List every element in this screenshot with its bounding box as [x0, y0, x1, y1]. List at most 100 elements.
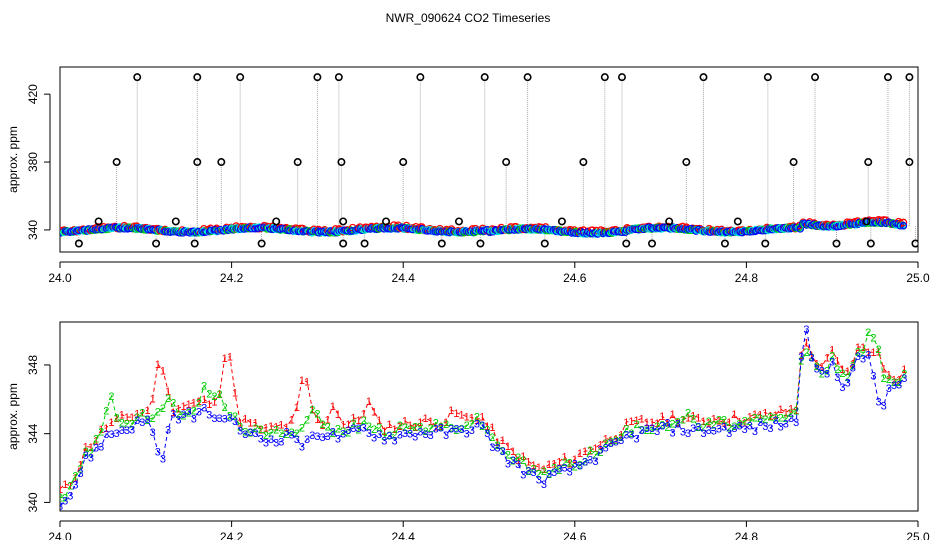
series-marker-2: 2 — [289, 427, 295, 439]
series-marker-2: 2 — [762, 414, 768, 426]
series-marker-1: 1 — [685, 413, 691, 425]
series-marker-2: 2 — [803, 347, 809, 359]
outlier-low-point — [152, 239, 161, 248]
series-marker-2: 2 — [505, 450, 511, 462]
series-marker-3: 3 — [484, 428, 490, 440]
outlier-small-point — [382, 217, 391, 226]
series-marker-1: 1 — [814, 359, 820, 371]
series-marker-1: 1 — [860, 342, 866, 354]
series-line-2 — [60, 330, 905, 498]
series-marker-3: 3 — [814, 364, 820, 376]
series-marker-1: 1 — [706, 418, 712, 430]
series-marker-2: 2 — [325, 421, 331, 433]
series-marker-1: 1 — [129, 412, 135, 424]
series-marker-2: 2 — [489, 432, 495, 444]
series-marker-3: 3 — [350, 423, 356, 435]
series-marker-3: 3 — [242, 429, 248, 441]
series-marker-2: 2 — [160, 403, 166, 415]
series-marker-2: 2 — [98, 426, 104, 438]
series-marker-3: 3 — [664, 417, 670, 429]
series-marker-3: 3 — [520, 470, 526, 482]
outlier-high-point — [313, 73, 322, 82]
series-marker-1: 1 — [242, 413, 248, 425]
series-marker-2: 2 — [644, 425, 650, 437]
series-marker-3: 3 — [773, 415, 779, 427]
series-marker-2: 2 — [263, 430, 269, 442]
series-marker-2: 2 — [217, 389, 223, 401]
series-marker-3: 3 — [845, 377, 851, 389]
series-marker-2: 2 — [834, 364, 840, 376]
series-marker-3: 3 — [438, 422, 444, 434]
series-marker-3: 3 — [67, 490, 73, 502]
series-marker-1: 1 — [634, 415, 640, 427]
series-marker-3: 3 — [464, 429, 470, 441]
series-marker-1: 1 — [896, 374, 902, 386]
series-marker-3: 3 — [304, 434, 310, 446]
series-marker-3: 3 — [211, 413, 217, 425]
series-marker-3: 3 — [114, 428, 120, 440]
series-marker-2: 2 — [464, 420, 470, 432]
series-marker-2: 2 — [870, 333, 876, 345]
series-marker-3: 3 — [752, 426, 758, 438]
series-marker-2: 2 — [515, 452, 521, 464]
series-marker-2: 2 — [170, 397, 176, 409]
series-marker-1: 1 — [577, 448, 583, 460]
outlier-high-point — [334, 73, 343, 82]
outlier-low-point — [360, 239, 369, 248]
series-marker-2: 2 — [474, 411, 480, 423]
series-marker-3: 3 — [412, 432, 418, 444]
series-marker-2: 2 — [407, 424, 413, 436]
outlier-low-point — [540, 239, 549, 248]
data-point — [899, 218, 908, 227]
series-marker-3: 3 — [129, 425, 135, 437]
series-marker-3: 3 — [783, 418, 789, 430]
series-marker-1: 1 — [690, 410, 696, 422]
outlier-mid-point — [399, 158, 408, 167]
series-marker-1: 1 — [798, 350, 804, 362]
y-tick-label: 348 — [26, 355, 40, 375]
series-marker-1: 1 — [464, 412, 470, 424]
series-marker-1: 1 — [639, 414, 645, 426]
series-marker-1: 1 — [778, 404, 784, 416]
series-marker-1: 1 — [809, 350, 815, 362]
series-marker-2: 2 — [222, 402, 228, 414]
series-marker-1: 1 — [227, 352, 233, 364]
series-marker-1: 1 — [675, 418, 681, 430]
series-marker-3: 3 — [788, 413, 794, 425]
series-marker-1: 1 — [103, 423, 109, 435]
x-tick-label: 24.8 — [735, 271, 759, 285]
series-marker-2: 2 — [381, 431, 387, 443]
series-marker-1: 1 — [366, 396, 372, 408]
series-marker-3: 3 — [330, 426, 336, 438]
series-marker-1: 1 — [232, 388, 238, 400]
outlier-high-point — [763, 73, 772, 82]
series-marker-3: 3 — [376, 429, 382, 441]
series-marker-2: 2 — [88, 447, 94, 459]
x-tick-label: 24.2 — [220, 271, 244, 285]
series-marker-2: 2 — [67, 480, 73, 492]
series-marker-2: 2 — [62, 492, 68, 504]
series-marker-1: 1 — [870, 347, 876, 359]
series-marker-1: 1 — [180, 401, 186, 413]
series-marker-3: 3 — [886, 383, 892, 395]
series-marker-1: 1 — [500, 435, 506, 447]
outlier-small-point — [339, 217, 348, 226]
series-marker-2: 2 — [412, 422, 418, 434]
outlier-small-point — [272, 217, 281, 226]
series-marker-1: 1 — [525, 456, 531, 468]
series-marker-3: 3 — [819, 366, 825, 378]
series-marker-3: 3 — [546, 469, 552, 481]
series-marker-1: 1 — [881, 364, 887, 376]
series-marker-3: 3 — [577, 461, 583, 473]
series-marker-1: 1 — [850, 358, 856, 370]
series-marker-3: 3 — [103, 429, 109, 441]
series-marker-1: 1 — [572, 454, 578, 466]
series-marker-2: 2 — [57, 492, 63, 504]
series-marker-3: 3 — [515, 459, 521, 471]
series-marker-3: 3 — [175, 414, 181, 426]
outlier-mid-point — [579, 158, 588, 167]
series-marker-2: 2 — [670, 418, 676, 430]
series-marker-2: 2 — [453, 425, 459, 437]
series-marker-2: 2 — [417, 422, 423, 434]
